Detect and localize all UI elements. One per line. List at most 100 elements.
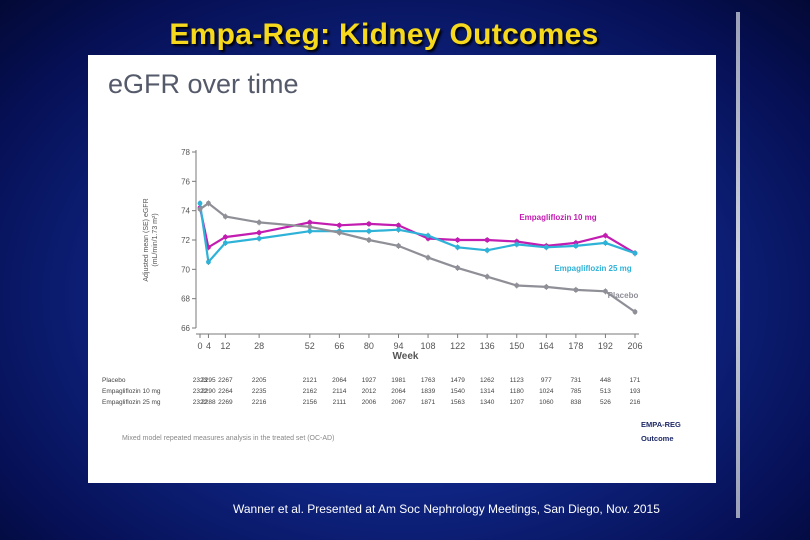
data-point (336, 222, 342, 228)
data-point (256, 220, 262, 225)
data-point (514, 242, 520, 247)
data-point (484, 247, 490, 253)
data-point (256, 236, 262, 241)
y-axis-title-line: Adjusted mean (SE) eGFR (143, 198, 150, 281)
data-point (366, 237, 372, 243)
data-point (307, 228, 313, 234)
at-risk-value: 1060 (539, 399, 554, 406)
at-risk-value: 1262 (480, 377, 495, 384)
at-risk-row-label: Empagliflozin 10 mg (102, 388, 161, 395)
at-risk-value: 513 (600, 388, 611, 395)
at-risk-value: 1314 (480, 388, 495, 395)
data-point (206, 200, 211, 206)
x-tick-label: 108 (421, 341, 436, 351)
slide-title: Empa-Reg: Kidney Outcomes (169, 18, 599, 51)
at-risk-value: 216 (630, 399, 641, 406)
at-risk-value: 448 (600, 377, 611, 384)
x-tick-label: 206 (627, 341, 642, 351)
at-risk-value: 977 (541, 377, 552, 384)
citation-text: Wanner et al. Presented at Am Soc Nephro… (233, 502, 660, 516)
at-risk-value: 2162 (303, 388, 318, 395)
data-point (632, 250, 638, 256)
data-point (484, 237, 490, 243)
legend-label: Placebo (608, 291, 639, 300)
logo-line: Outcome (641, 434, 674, 443)
chart-footnote: Mixed model repeated measures analysis i… (122, 435, 334, 442)
x-tick-label: 80 (364, 341, 374, 351)
series-line (199, 201, 636, 313)
x-tick-label: 0 (197, 341, 202, 351)
at-risk-value: 1763 (421, 377, 436, 384)
at-risk-value: 731 (570, 377, 581, 384)
x-tick-label: 192 (598, 341, 613, 351)
data-point (603, 233, 608, 239)
x-tick-label: 122 (450, 341, 465, 351)
data-point (307, 220, 313, 225)
at-risk-value: 2006 (362, 399, 377, 406)
at-risk-value: 2121 (303, 377, 318, 384)
at-risk-value: 526 (600, 399, 611, 406)
at-risk-value: 2067 (391, 399, 406, 406)
data-point (366, 221, 372, 227)
at-risk-value: 1340 (480, 399, 495, 406)
at-risk-value: 1927 (362, 377, 377, 384)
data-point (573, 243, 579, 249)
at-risk-value: 785 (570, 388, 581, 395)
data-point (396, 227, 401, 233)
at-risk-value: 2156 (303, 399, 318, 406)
data-point (455, 237, 461, 243)
data-point (484, 274, 490, 280)
at-risk-value: 838 (570, 399, 581, 406)
data-point (573, 287, 579, 293)
data-point (396, 243, 401, 249)
data-point (514, 283, 520, 288)
at-risk-value: 2323 (193, 377, 208, 384)
x-tick-label: 28 (254, 341, 264, 351)
data-point (455, 244, 461, 250)
logo-line: EMPA-REG (641, 420, 681, 429)
data-point (603, 240, 608, 246)
at-risk-value: 2322 (193, 399, 208, 406)
chart-panel: eGFR over time 66 68 70 72 74 76 78 Adjusted me… (88, 55, 716, 483)
y-tick-label: 70 (181, 265, 190, 274)
x-tick-label: 12 (220, 341, 230, 351)
at-risk-value: 2264 (218, 388, 233, 395)
at-risk-value: 1540 (450, 388, 465, 395)
data-point (256, 230, 262, 236)
at-risk-value: 1981 (391, 377, 406, 384)
y-tick-label: 66 (181, 324, 190, 333)
at-risk-value: 2322 (193, 388, 208, 395)
at-risk-value: 1123 (510, 377, 524, 384)
at-risk-value: 1024 (539, 388, 554, 395)
at-risk-value: 193 (630, 388, 641, 395)
data-point (425, 233, 431, 239)
at-risk-value: 1839 (421, 388, 436, 395)
at-risk-value: 1479 (450, 377, 465, 384)
x-tick-label: 150 (509, 341, 524, 351)
at-risk-row-label: Empagliflozin 25 mg (102, 399, 161, 406)
at-risk-value: 2290 (201, 388, 216, 395)
x-axis-title: Week (393, 351, 419, 362)
data-point (455, 265, 461, 271)
data-point (543, 244, 549, 250)
data-point (366, 228, 372, 234)
x-tick-label: 136 (480, 341, 495, 351)
at-risk-value: 2267 (218, 377, 233, 384)
at-risk-value: 171 (630, 377, 641, 384)
y-axis-title: Adjusted mean (SE) eGFR (mL/min/1.73 m²) (143, 198, 159, 281)
data-point (197, 206, 203, 212)
x-tick-label: 52 (305, 341, 315, 351)
data-point (396, 222, 401, 228)
data-point (425, 255, 431, 260)
chart-title: eGFR over time (108, 69, 299, 99)
data-point (222, 214, 228, 219)
y-tick-label: 78 (181, 148, 190, 157)
y-tick-label: 74 (181, 207, 190, 216)
at-risk-value: 2114 (332, 388, 346, 395)
x-tick-label: 4 (206, 341, 211, 351)
data-point (206, 259, 211, 265)
data-point (222, 240, 228, 246)
at-risk-value: 1180 (510, 388, 524, 395)
data-point (632, 309, 638, 315)
x-tick-label: 178 (568, 341, 583, 351)
